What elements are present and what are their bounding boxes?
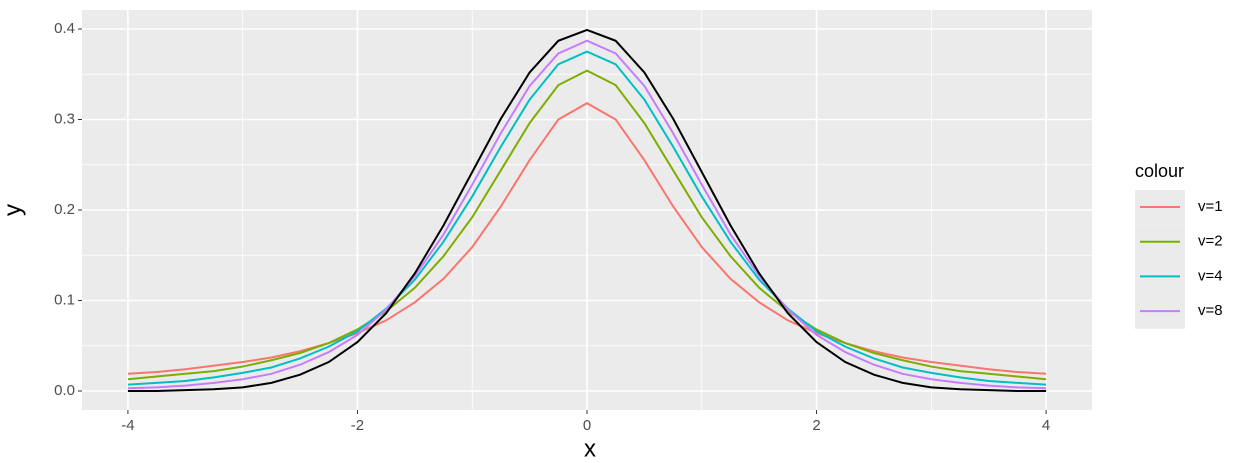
legend-title: colour <box>1135 161 1184 181</box>
legend-label: v=8 <box>1198 302 1223 319</box>
lines <box>127 28 1047 392</box>
series-line <box>127 28 1047 392</box>
series-line <box>127 69 1047 381</box>
x-tick-label: -2 <box>351 417 364 434</box>
y-axis-label: y <box>0 204 26 216</box>
y-tick-label: 0.0 <box>54 382 75 399</box>
x-tick-label: -4 <box>121 417 134 434</box>
series-line <box>127 50 1047 386</box>
legend-label: v=2 <box>1198 233 1223 250</box>
y-tick-label: 0.1 <box>54 291 75 308</box>
x-tick-label: 0 <box>583 417 591 434</box>
y-tick-label: 0.3 <box>54 110 75 127</box>
y-tick-label: 0.2 <box>54 201 75 218</box>
legend-label: v=4 <box>1198 267 1223 284</box>
y-tick-label: 0.4 <box>54 20 75 37</box>
x-axis-label: x <box>584 435 596 462</box>
grid <box>82 10 1092 410</box>
x-tick-label: 2 <box>812 417 820 434</box>
x-tick-label: 4 <box>1042 417 1050 434</box>
series-line <box>127 102 1047 375</box>
series-line <box>127 39 1047 390</box>
legend-label: v=1 <box>1198 198 1223 215</box>
legend: v=1 v=2 v=4 v=8 <box>1135 190 1223 329</box>
